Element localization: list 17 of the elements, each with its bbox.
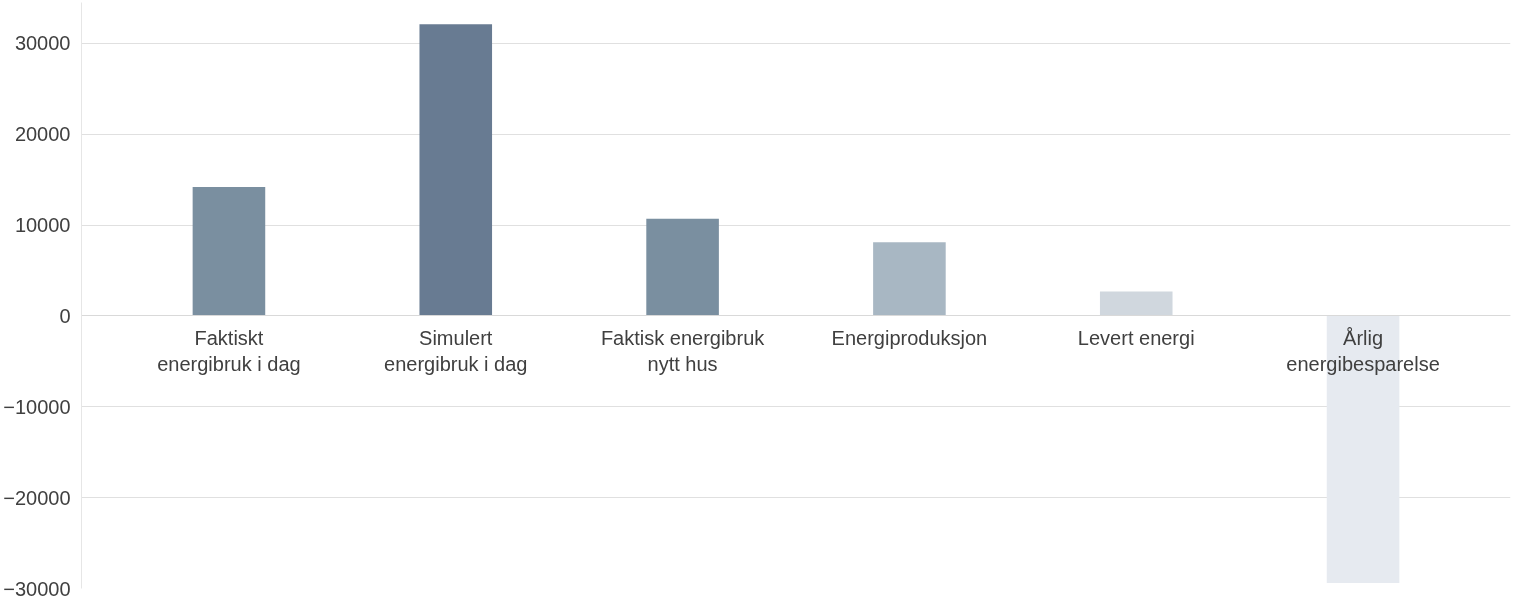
x-tick-label: Faktisk energibruk nytt hus [600,326,766,376]
y-tick-label: 10000 [14,214,71,237]
bar [873,242,946,316]
x-tick-label: Årlig energibesparelse [1286,326,1440,376]
x-tick-label: Simulert energibruk i dag [384,326,528,376]
y-tick-label: −20000 [3,486,71,509]
x-tick-label: Faktiskt energibruk i dag [157,326,301,376]
x-tick-label: Energiproduksjon [831,326,988,349]
bar [419,24,493,316]
bar [192,186,266,316]
y-tick-label: −30000 [3,577,71,600]
y-tick-label: −10000 [3,395,71,418]
y-tick-label: 0 [59,304,71,327]
x-tick-label: Levert energi [1077,326,1195,349]
bar [646,218,719,316]
y-tick-label: 30000 [14,32,71,55]
y-tick-label: 20000 [14,123,71,146]
